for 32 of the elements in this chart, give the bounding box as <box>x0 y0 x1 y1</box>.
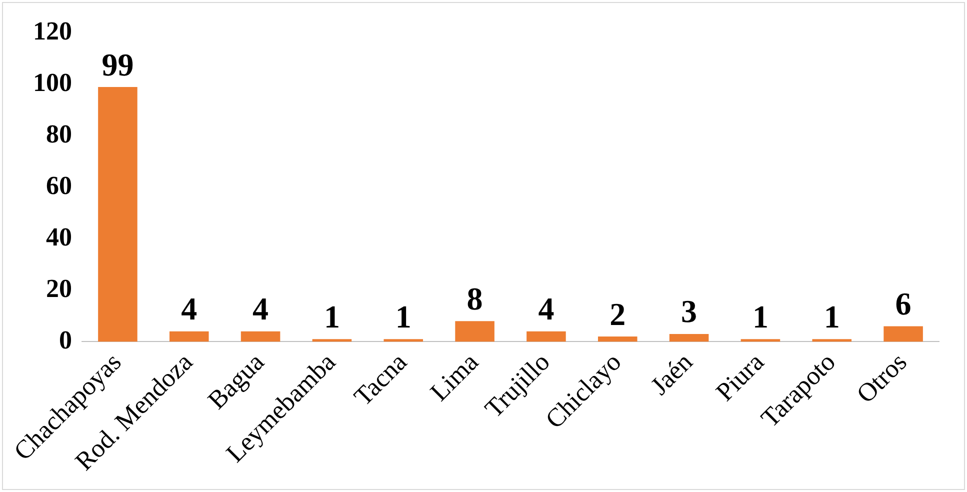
y-tick-label: 0 <box>59 325 72 354</box>
y-tick-label: 40 <box>46 222 72 252</box>
data-label: 1 <box>395 298 412 334</box>
data-label: 1 <box>752 298 768 334</box>
data-label: 3 <box>681 293 698 330</box>
bar <box>312 339 352 342</box>
bar <box>740 339 780 342</box>
bar <box>669 334 709 342</box>
data-label: 99 <box>102 46 134 82</box>
bar <box>455 321 494 342</box>
y-tick-label: 60 <box>46 171 72 200</box>
bar <box>526 331 566 342</box>
data-label: 1 <box>824 298 840 334</box>
bar <box>384 339 424 342</box>
bar <box>812 339 852 342</box>
data-label: 4 <box>252 290 269 327</box>
bar <box>98 87 138 342</box>
y-tick-label: 100 <box>33 68 72 98</box>
x-tick-label: Jaén <box>644 347 698 400</box>
data-label: 4 <box>181 290 198 327</box>
data-label: 6 <box>895 286 912 322</box>
y-tick-label: 20 <box>46 274 72 303</box>
data-label: 8 <box>466 280 483 316</box>
y-tick-label: 80 <box>46 120 72 149</box>
bar <box>598 336 638 342</box>
data-label: 2 <box>610 296 626 332</box>
data-label: 1 <box>324 298 340 334</box>
bar <box>169 331 209 342</box>
bar <box>240 331 280 342</box>
bar <box>884 326 923 342</box>
data-label: 4 <box>538 290 554 327</box>
y-tick-label: 120 <box>33 16 72 46</box>
